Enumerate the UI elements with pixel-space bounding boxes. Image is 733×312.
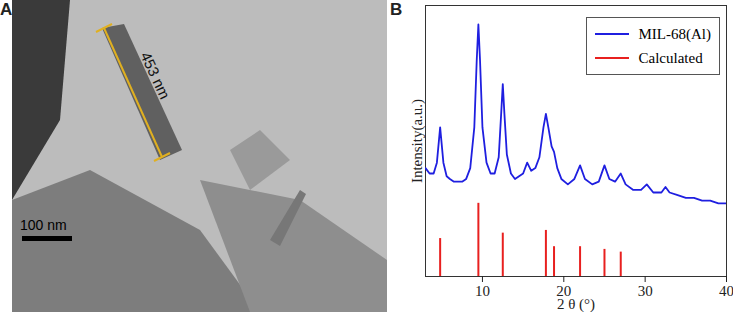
svg-text:30: 30	[638, 283, 653, 299]
svg-text:20: 20	[556, 283, 572, 300]
svg-text:10: 10	[475, 283, 490, 299]
html-text:Calculated: Calculated	[638, 49, 703, 66]
html-text:A: A	[0, 0, 13, 19]
html-text:B: B	[390, 0, 403, 19]
svg-text:2 θ (°): 2 θ (°)	[557, 296, 595, 312]
svg-text:Intensity(a.u.): Intensity(a.u.)	[409, 99, 426, 183]
svg-text:453 nm: 453 nm	[137, 49, 174, 102]
svg-text:40: 40	[719, 283, 733, 299]
svg-text:100 nm: 100 nm	[20, 217, 67, 233]
html-text:MIL-68(Al): MIL-68(Al)	[638, 25, 711, 42]
